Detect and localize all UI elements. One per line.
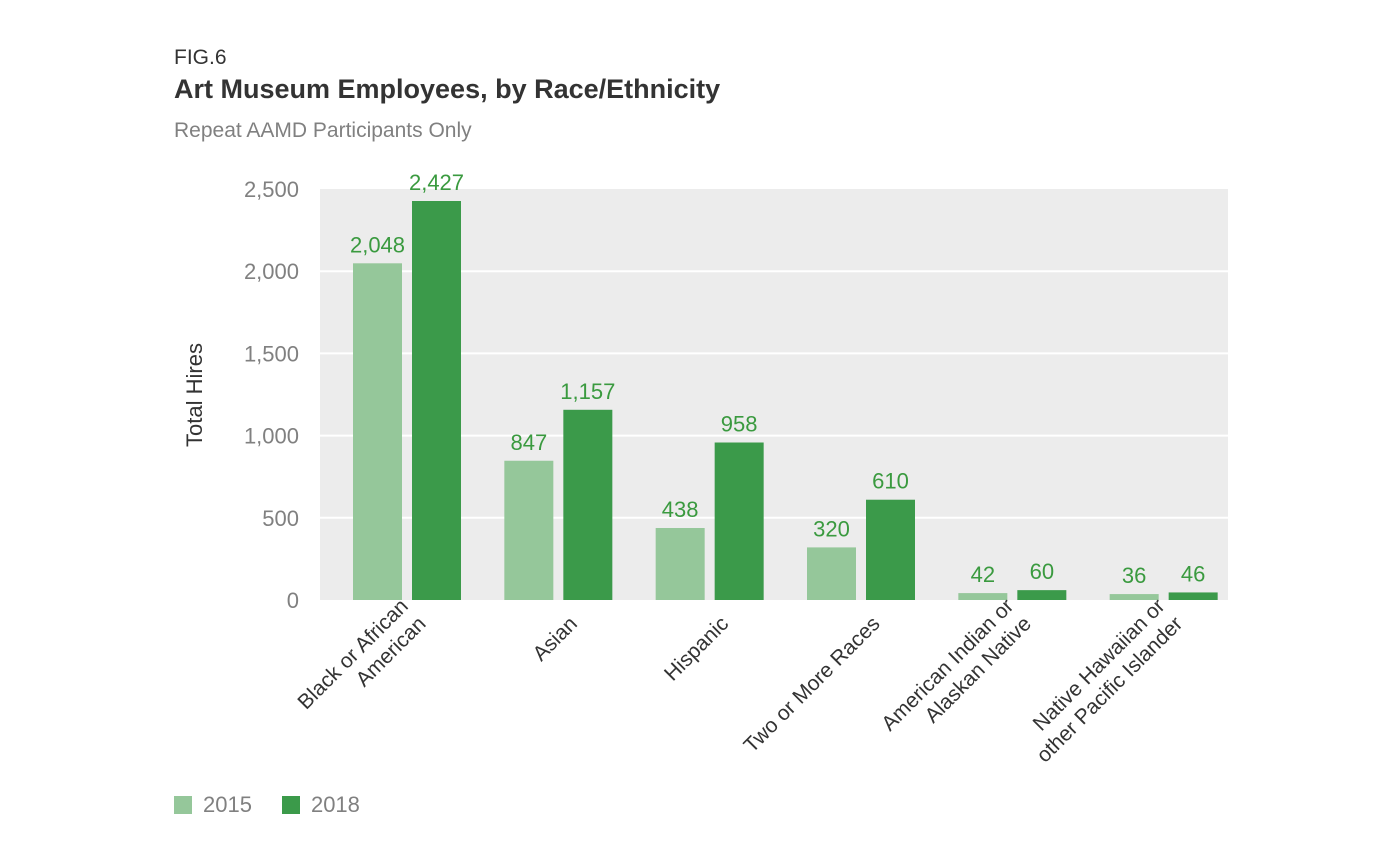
x-tick-label-line: other Pacific Islander (1032, 612, 1187, 767)
x-tick-label-line: Hispanic (660, 612, 733, 685)
data-label: 320 (813, 516, 850, 541)
y-tick-label: 1,000 (244, 424, 299, 449)
data-label: 610 (872, 469, 909, 494)
legend-swatch-2015 (174, 796, 192, 814)
y-axis-title: Total Hires (182, 343, 207, 447)
data-label: 36 (1122, 563, 1146, 588)
data-label: 2,048 (350, 232, 405, 257)
bar-2018 (412, 201, 461, 600)
bar-2015 (504, 460, 554, 600)
x-tick-label-line: Two or More Races (740, 612, 885, 757)
x-tick-label: Native Hawaiian orother Pacific Islander (1015, 595, 1188, 768)
x-tick-label: Asian (528, 612, 581, 665)
bar-2015 (655, 527, 705, 600)
chart-title: Art Museum Employees, by Race/Ethnicity (174, 74, 721, 104)
x-tick-label-line: Asian (528, 612, 581, 665)
y-tick-label: 2,500 (244, 177, 299, 202)
x-tick-label: Black or AfricanAmerican (293, 595, 430, 732)
data-label: 958 (721, 412, 758, 437)
figure-label: FIG.6 (174, 46, 227, 69)
y-tick-label: 0 (287, 588, 299, 613)
bar-2018 (563, 409, 613, 600)
bar-2018 (1017, 590, 1067, 600)
x-tick-label: American Indian orAlaskan Native (877, 595, 1036, 754)
plot-area (320, 189, 1228, 600)
bar-2018 (714, 442, 764, 600)
bar-2015 (958, 593, 1008, 600)
data-label: 42 (971, 562, 995, 587)
x-tick-label: Two or More Races (740, 612, 885, 757)
legend-item-2018: 2018 (281, 792, 360, 818)
legend: 2015 2018 (174, 792, 390, 818)
data-label: 46 (1181, 561, 1205, 586)
legend-item-2015: 2015 (174, 792, 252, 818)
legend-label-2018: 2018 (310, 792, 360, 817)
bar-2015 (353, 263, 402, 600)
y-tick-label: 1,500 (244, 341, 299, 366)
y-tick-label: 2,000 (244, 259, 299, 284)
legend-swatch-2018 (281, 796, 300, 814)
data-label: 60 (1030, 559, 1054, 584)
chart-subtitle: Repeat AAMD Participants Only (174, 119, 472, 142)
data-label: 438 (662, 497, 699, 522)
y-tick-label: 500 (262, 506, 299, 531)
bar-2018 (1168, 592, 1218, 600)
bar-2015 (1109, 594, 1159, 600)
bar-2015 (807, 547, 856, 600)
data-label: 2,427 (409, 170, 464, 195)
legend-label-2015: 2015 (203, 792, 252, 817)
data-label: 847 (510, 430, 547, 455)
x-tick-label: Hispanic (660, 612, 733, 685)
bar-2018 (866, 499, 915, 600)
data-label: 1,157 (560, 379, 615, 404)
